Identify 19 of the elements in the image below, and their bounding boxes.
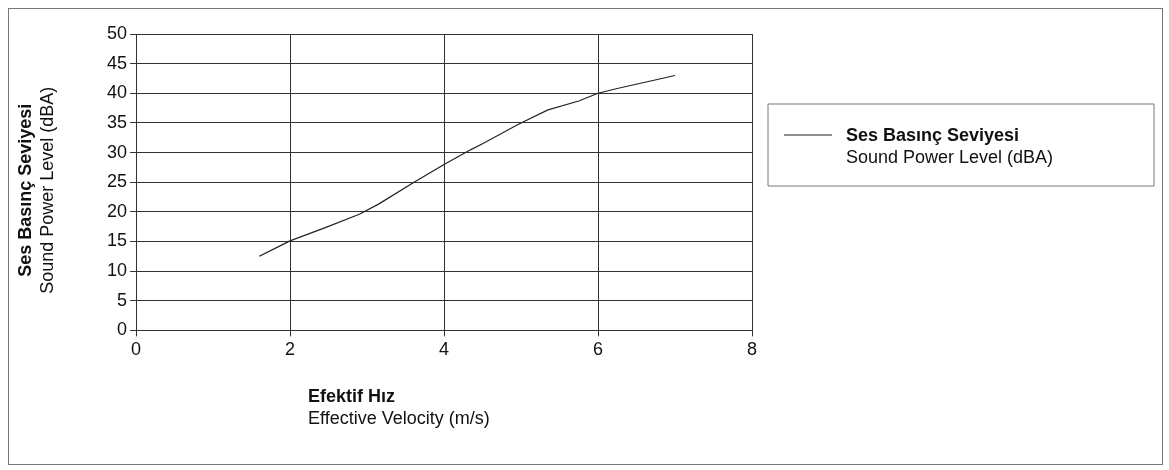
x-tick-label: 6 [593,339,604,360]
y-tick-label: 25 [106,171,128,192]
y-tick-label: 30 [106,141,128,162]
y-tick-label: 10 [106,260,128,281]
x-axis-title: Efektif Hız Effective Velocity (m/s) [308,386,490,429]
y-axis-title: Ses Basınç Seviyesi Sound Power Level (dBA) [15,86,58,294]
y-tick-label: 5 [117,289,128,310]
legend-label: Ses Basınç Seviyesi Sound Power Level (dBA) [846,125,1054,167]
y-tick-label: 50 [106,22,128,43]
y-tick-label: 45 [106,52,128,73]
x-tick-label: 4 [439,339,450,360]
x-tick-label: 2 [285,339,296,360]
y-tick-label: 15 [106,230,128,251]
y-tick-label: 20 [106,200,128,221]
x-tick-label: 0 [131,339,142,360]
x-tick-label: 8 [746,339,758,360]
y-tick-label: 35 [106,111,128,132]
y-tick-label: 40 [106,82,128,103]
y-tick-label: 0 [117,319,128,340]
